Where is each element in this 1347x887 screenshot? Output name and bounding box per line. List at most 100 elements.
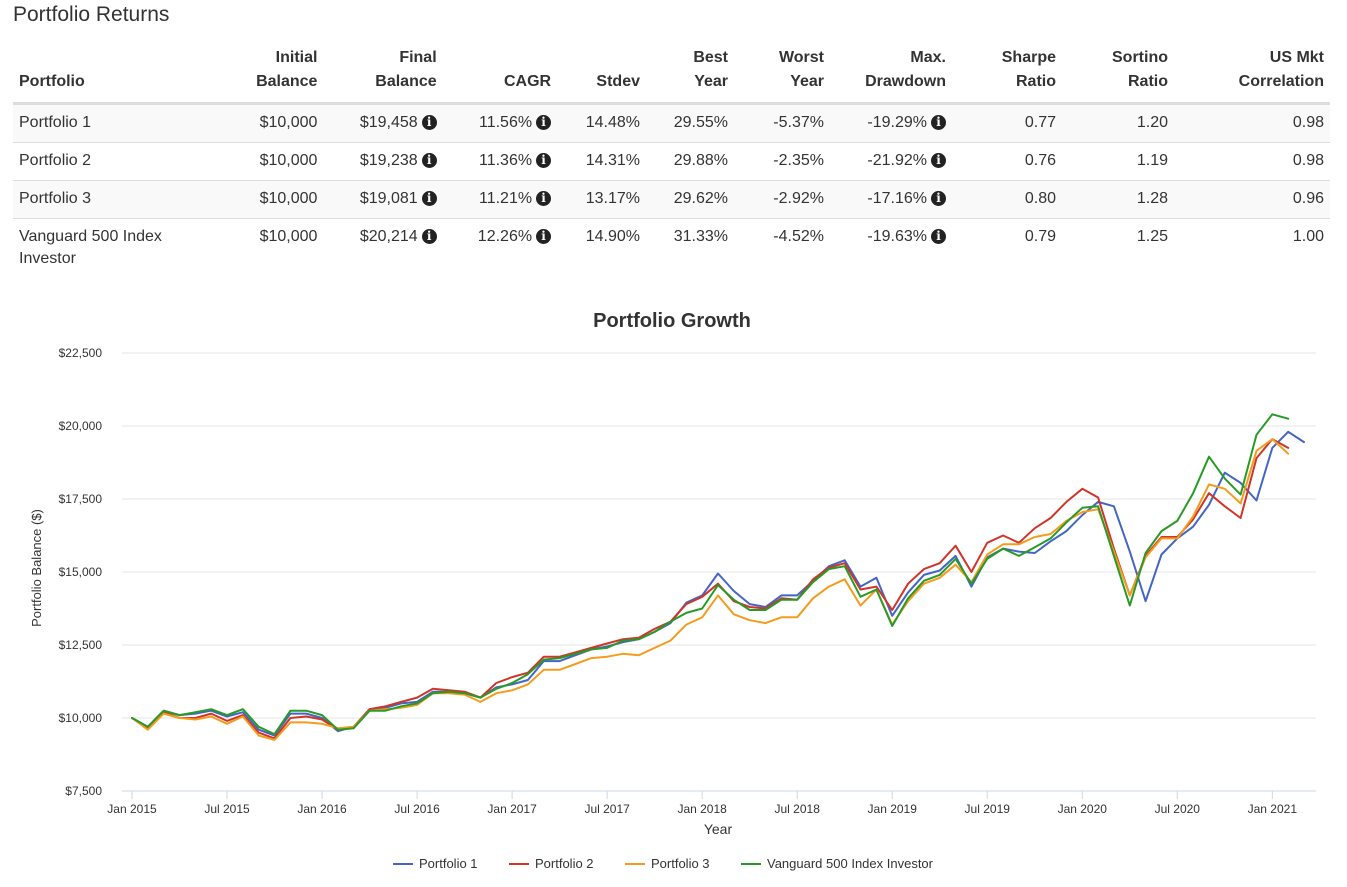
worst-year-cell: -2.35% <box>734 142 830 181</box>
page-title: Portfolio Returns <box>13 3 170 26</box>
y-tick-label: $7,500 <box>65 784 102 798</box>
header-stdev[interactable]: Stdev <box>557 44 646 105</box>
x-tick-label: Jul 2020 <box>1155 802 1201 816</box>
x-tick-label: Jan 2019 <box>868 802 918 816</box>
info-circle-icon[interactable]: i <box>536 153 552 168</box>
info-circle-icon[interactable]: i <box>931 153 946 168</box>
sharpe-ratio-cell: 0.76 <box>952 142 1062 181</box>
sortino-ratio-cell: 1.28 <box>1062 180 1174 219</box>
sortino-ratio-cell: 1.25 <box>1136 228 1168 245</box>
final-balance-cell: $19,458 i <box>323 103 443 143</box>
info-circle-icon[interactable]: i <box>421 115 437 130</box>
info-circle-icon[interactable]: i <box>931 115 946 130</box>
legend-item[interactable]: Portfolio 2 <box>535 856 594 871</box>
header-best-year[interactable]: Best Year <box>646 44 734 105</box>
header-us-mkt-correlation[interactable]: US Mkt Correlation <box>1174 44 1330 105</box>
us-mkt-correlation-cell: 0.96 <box>1174 180 1330 219</box>
best-year-cell: 29.55% <box>646 103 734 143</box>
final-balance-cell: $20,214 i <box>323 219 442 279</box>
table-row: Portfolio 3 $10,000 $19,081 i 11.21% i 13.… <box>13 180 1330 219</box>
portfolio-name-cell: Portfolio 2 <box>13 142 225 181</box>
initial-balance-cell: $10,000 <box>259 228 318 245</box>
x-tick-label: Jul 2017 <box>584 802 630 816</box>
max-drawdown-cell: -17.16% i <box>830 180 952 219</box>
info-circle-icon[interactable]: i <box>421 153 437 168</box>
stdev-cell: 14.31% <box>557 142 646 181</box>
chart-title: Portfolio Growth <box>593 310 751 332</box>
portfolio-returns-table: Portfolio Initial Balance Final Balance CA… <box>13 44 1330 278</box>
y-tick-label: $20,000 <box>59 419 103 433</box>
series-line-3[interactable] <box>131 438 1290 741</box>
legend-item[interactable]: Portfolio 1 <box>419 856 478 871</box>
cagr-cell: 11.36% i <box>442 142 558 181</box>
info-circle-icon[interactable]: i <box>931 191 946 206</box>
x-tick-label: Jan 2017 <box>487 802 537 816</box>
cagr-cell: 11.56% i <box>442 103 558 143</box>
header-max-drawdown[interactable]: Max. Drawdown <box>830 44 952 105</box>
stdev-cell: 14.48% <box>557 103 646 143</box>
worst-year-cell: -4.52% <box>773 228 824 245</box>
sharpe-ratio-cell: 0.77 <box>952 103 1062 143</box>
x-tick-label: Jan 2020 <box>1058 802 1108 816</box>
cagr-cell: 11.21% i <box>442 180 558 219</box>
final-balance-cell: $19,238 i <box>323 142 443 181</box>
max-drawdown-cell: -19.29% i <box>830 103 952 143</box>
x-tick-label: Jan 2016 <box>297 802 347 816</box>
worst-year-cell: -5.37% <box>734 103 830 143</box>
header-sortino-ratio[interactable]: Sortino Ratio <box>1062 44 1174 105</box>
info-circle-icon[interactable]: i <box>536 115 552 130</box>
initial-balance-cell: $10,000 <box>225 142 324 181</box>
table-row: Portfolio 2 $10,000 $19,238 i 11.36% i 14.… <box>13 142 1330 181</box>
sortino-ratio-cell: 1.19 <box>1062 142 1174 181</box>
final-balance-cell: $19,081 i <box>323 180 443 219</box>
info-circle-icon[interactable]: i <box>536 229 552 244</box>
portfolio-name-cell: Portfolio 3 <box>13 180 225 219</box>
y-tick-label: $10,000 <box>59 711 103 725</box>
header-sharpe-ratio[interactable]: Sharpe Ratio <box>952 44 1062 105</box>
x-tick-label: Jul 2015 <box>204 802 250 816</box>
series-line-4[interactable] <box>131 413 1290 736</box>
sharpe-ratio-cell: 0.79 <box>1024 228 1056 245</box>
max-drawdown-cell: -21.92% i <box>830 142 952 181</box>
sharpe-ratio-cell: 0.80 <box>952 180 1062 219</box>
x-axis-title: Year <box>704 821 733 837</box>
initial-balance-cell: $10,000 <box>225 180 324 219</box>
header-worst-year[interactable]: Worst Year <box>734 44 830 105</box>
series-line-2[interactable] <box>131 438 1290 740</box>
info-circle-icon[interactable]: i <box>421 229 437 244</box>
max-drawdown-cell: -19.63% i <box>830 219 952 279</box>
info-circle-icon[interactable]: i <box>536 191 552 206</box>
y-axis-title: Portfolio Balance ($) <box>29 509 44 627</box>
portfolio-growth-chart[interactable]: Portfolio Growth $7,500 $10,000 $12,500 $15… <box>0 300 1347 887</box>
header-initial-balance[interactable]: Initial Balance <box>225 44 324 105</box>
x-tick-label: Jan 2015 <box>107 802 157 816</box>
header-cagr[interactable]: CAGR <box>442 44 558 105</box>
legend-item[interactable]: Vanguard 500 Index Investor <box>767 856 934 871</box>
info-circle-icon[interactable]: i <box>931 229 946 244</box>
x-tick-label: Jan 2021 <box>1248 802 1298 816</box>
initial-balance-cell: $10,000 <box>225 103 324 143</box>
x-tick-label: Jul 2018 <box>775 802 821 816</box>
portfolio-name-cell: Portfolio 1 <box>13 103 225 143</box>
y-tick-label: $17,500 <box>59 492 103 506</box>
y-tick-label: $15,000 <box>59 565 103 579</box>
best-year-cell: 29.62% <box>646 180 734 219</box>
x-tick-label: Jan 2018 <box>677 802 727 816</box>
cagr-cell: 12.26% i <box>443 219 557 279</box>
header-final-balance[interactable]: Final Balance <box>323 44 443 105</box>
x-tick-label: Jul 2016 <box>394 802 440 816</box>
stdev-cell: 14.90% <box>585 228 640 245</box>
y-tick-label: $22,500 <box>59 346 103 360</box>
us-mkt-correlation-cell: 0.98 <box>1174 142 1330 181</box>
table-row: Vanguard 500 Index Investor $10,000 $20,… <box>13 219 1330 279</box>
header-portfolio[interactable]: Portfolio <box>13 44 225 105</box>
table-row: Portfolio 1 $10,000 $19,458 i 11.56% i 14.… <box>13 103 1330 143</box>
best-year-cell: 29.88% <box>646 142 734 181</box>
table-header-row: Portfolio Initial Balance Final Balance CA… <box>13 44 1330 105</box>
y-tick-label: $12,500 <box>59 638 103 652</box>
legend-item[interactable]: Portfolio 3 <box>651 856 710 871</box>
us-mkt-correlation-cell: 0.98 <box>1174 103 1330 143</box>
worst-year-cell: -2.92% <box>734 180 830 219</box>
info-circle-icon[interactable]: i <box>421 191 437 206</box>
x-tick-label: Jul 2019 <box>965 802 1011 816</box>
